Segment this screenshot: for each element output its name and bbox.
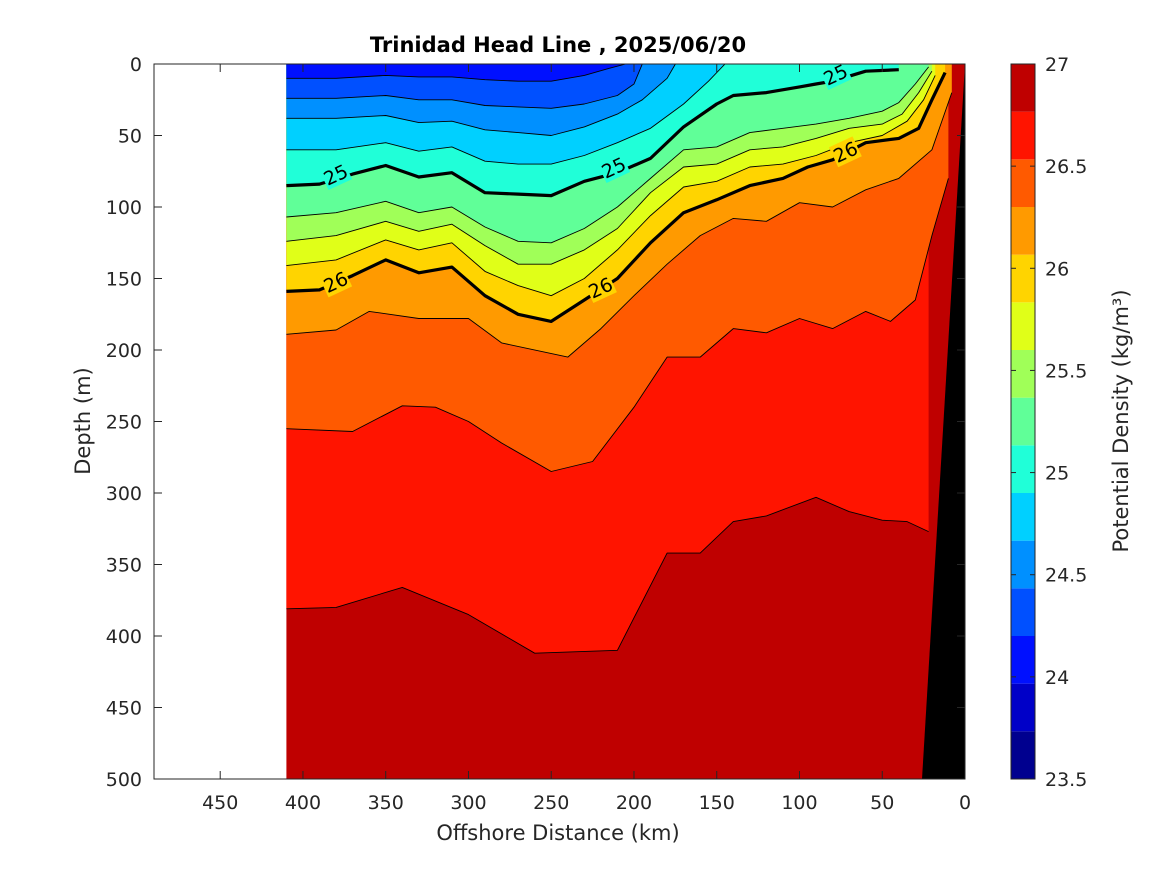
colorbar-segment	[1011, 683, 1035, 732]
contour-label-bg	[819, 64, 852, 90]
colorbar-segment	[1011, 445, 1035, 493]
contour-label-bg	[597, 152, 631, 183]
contour-label-bg	[828, 136, 862, 168]
contour-line-24	[286, 64, 626, 82]
colorbar-segment	[1011, 397, 1035, 446]
x-tick-label: 50	[870, 792, 894, 814]
contour-line-25.25	[286, 66, 929, 244]
x-tick-label: 400	[285, 792, 321, 814]
x-tick-label: 350	[368, 792, 404, 814]
contour-label-25: 25	[819, 64, 852, 90]
y-tick-label: 50	[118, 126, 142, 148]
contour-label-bg	[319, 159, 353, 191]
colorbar-segment	[1011, 159, 1035, 207]
contour-label-bg	[319, 266, 353, 298]
y-axis: 0 50 100 150 200 250 300 350 400 450 500	[106, 54, 965, 791]
contour-label-bg	[584, 272, 617, 304]
colorbar-segment	[1011, 731, 1035, 779]
y-tick-label: 150	[106, 269, 142, 291]
contour-line-24.5	[286, 64, 676, 136]
y-tick-label: 350	[106, 555, 142, 577]
bathymetry-seafloor	[922, 64, 965, 779]
y-tick-label: 0	[130, 54, 142, 76]
colorbar-segment	[1011, 350, 1035, 398]
contour-line-26.5	[286, 178, 949, 472]
x-tick-label: 300	[450, 792, 486, 814]
x-tick-label: 100	[781, 792, 817, 814]
colorbar-tick-label: 27	[1045, 54, 1069, 76]
y-tick-label: 250	[106, 412, 142, 434]
colorbar-tick-label: 25	[1045, 463, 1069, 485]
colorbar-tick-label: 24.5	[1045, 565, 1087, 587]
colorbar-tick-label: 26.5	[1045, 156, 1087, 178]
y-tick-label: 200	[106, 340, 142, 362]
x-tick-label: 250	[533, 792, 569, 814]
x-axis-label: Offshore Distance (km)	[436, 821, 679, 845]
x-tick-label: 0	[959, 792, 971, 814]
x-axis: 450 400 350 300 250 200 150 100 50 0	[202, 64, 971, 814]
y-tick-label: 300	[106, 483, 142, 505]
x-tick-label: 150	[699, 792, 735, 814]
contour-line-24.75	[286, 64, 726, 165]
colorbar-label: Potential Density (kg/m³)	[1109, 289, 1133, 552]
colorbar-segment	[1011, 540, 1035, 589]
contour-line-26.25	[286, 92, 953, 358]
contour-line-25.75	[286, 75, 936, 297]
chart-title: Trinidad Head Line , 2025/06/20	[370, 33, 746, 57]
y-axis-label: Depth (m)	[71, 367, 95, 474]
density-band-24	[286, 64, 626, 82]
colorbar-segment	[1011, 493, 1035, 541]
colorbar-segment	[1011, 64, 1035, 112]
colorbar-frame	[1010, 63, 1036, 780]
contour-lines	[286, 64, 953, 654]
colorbar: 27 26.5 26 25.5 25 24.5 24 23.5	[1010, 54, 1087, 791]
colorbar-tick-label: 23.5	[1045, 769, 1087, 791]
colorbar-tick-label: 24	[1045, 667, 1069, 689]
contour-line-26	[286, 71, 947, 323]
colorbar-segment	[1011, 588, 1035, 636]
y-tick-label: 100	[106, 197, 142, 219]
colorbar-tick-label: 26	[1045, 258, 1069, 280]
colorbar-segment	[1011, 254, 1035, 303]
colorbar-segment	[1011, 111, 1035, 160]
y-tick-label: 500	[106, 769, 142, 791]
colorbar-segment	[1011, 302, 1035, 350]
colorbar-tick-label: 25.5	[1045, 360, 1087, 382]
y-tick-label: 400	[106, 626, 142, 648]
colorbar-segment	[1011, 207, 1035, 255]
y-tick-label: 450	[106, 698, 142, 720]
colorbar-segment	[1011, 636, 1035, 684]
x-tick-label: 450	[202, 792, 238, 814]
contour-line-25.5	[286, 70, 933, 265]
x-tick-label: 200	[616, 792, 652, 814]
contour-line-24.25	[286, 64, 643, 109]
contour-line-26.75	[286, 496, 929, 654]
